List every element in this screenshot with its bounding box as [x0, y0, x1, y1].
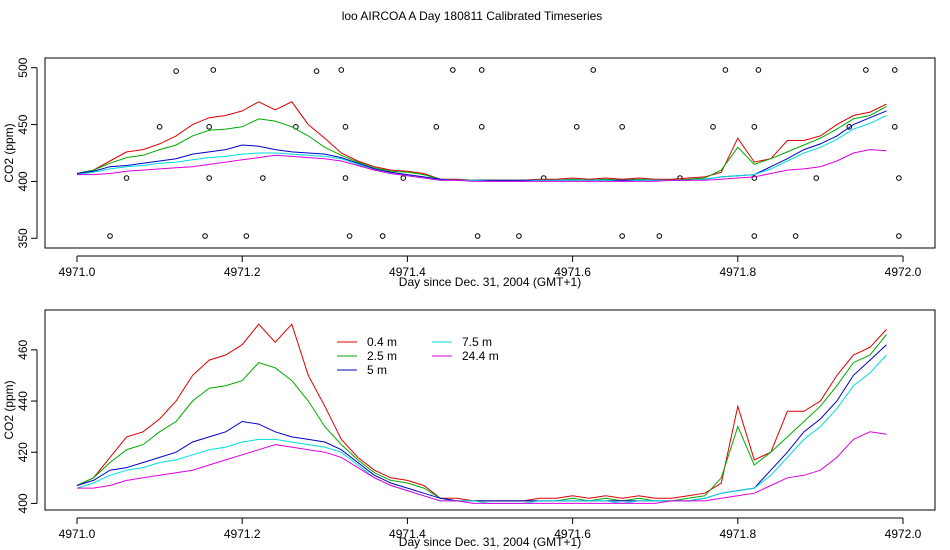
figure-title: loo AIRCOA A Day 180811 Calibrated Times… [342, 9, 603, 23]
calibration-marker [206, 124, 212, 130]
panel-bottom: 4971.0 4971.2 4971.4 4971.6 4971.8 4972.0 400… [2, 309, 936, 549]
calibration-marker [210, 67, 217, 73]
bottom-y-tick-label: 440 [16, 391, 30, 411]
panel-top: 4971.0 4971.2 4971.4 4971.6 4971.8 4972.0 350… [2, 57, 936, 289]
bottom-x-tick-label: 4971.4 [389, 527, 426, 541]
bottom-series-5m [76, 344, 887, 502]
plot-frame-top [44, 57, 936, 249]
top-x-tick-label: 4971.0 [59, 265, 96, 279]
calibration-marker [896, 175, 902, 181]
bottom-x-tick-label: 4971.8 [719, 527, 756, 541]
legend-label-2p5m: 2.5 m [367, 349, 397, 363]
calibration-marker [891, 67, 898, 73]
calibration-marker [474, 233, 481, 239]
bottom-series-7p5m [76, 354, 887, 504]
top-y-axis-label: CO2 (ppm) [2, 123, 16, 182]
calibration-marker [433, 124, 440, 130]
calibration-marker [813, 175, 820, 181]
calibration-marker [751, 233, 758, 239]
calibration-marker [619, 233, 625, 239]
calibration-marker [478, 67, 485, 73]
top-x-tick-label: 4971.6 [554, 265, 591, 279]
calibration-marker [891, 124, 898, 130]
calibration-marker [243, 233, 250, 239]
calibration-marker [400, 175, 407, 181]
calibration-marker [342, 175, 349, 181]
calibration-marker [379, 233, 386, 239]
calibration-marker [656, 233, 663, 239]
legend-label-7p5m: 7.5 m [462, 335, 492, 349]
calibration-marker [792, 233, 799, 239]
top-x-axis-label: Day since Dec. 31, 2004 (GMT+1) [399, 275, 581, 289]
calibration-marker [755, 67, 762, 73]
calibration-marker [710, 124, 716, 130]
calibration-marker [722, 67, 729, 73]
calibration-marker [863, 67, 869, 73]
top-x-tick-label: 4971.2 [224, 265, 261, 279]
bottom-y-tick-label: 420 [16, 442, 30, 462]
top-y-tick-label: 500 [16, 57, 30, 77]
bottom-series [76, 323, 887, 504]
bottom-x-tick-label: 4971.2 [224, 527, 261, 541]
bottom-y-axis-label: CO2 (ppm) [2, 380, 16, 439]
calibration-marker [156, 124, 163, 130]
legend: 0.4 m2.5 m5 m 7.5 m24.4 m [337, 335, 499, 377]
calibration-marker [123, 175, 130, 181]
bottom-y-tick-label: 400 [16, 493, 30, 513]
calibration-marker [338, 67, 345, 73]
bottom-series-24p4m [77, 431, 887, 504]
top-series [76, 101, 887, 182]
top-series-5m [76, 110, 887, 181]
calibration-marker [896, 233, 902, 239]
bottom-y-axis: 400 420 440 460 [16, 340, 38, 513]
top-y-tick-label: 400 [16, 171, 30, 191]
plot-frame-bottom [44, 309, 936, 511]
calibration-marker [619, 124, 625, 130]
top-x-axis: 4971.0 4971.2 4971.4 4971.6 4971.8 4972.0 [59, 255, 922, 279]
legend-label-24p4m: 24.4 m [462, 349, 499, 363]
calibration-marker [516, 233, 522, 239]
top-series-24p4m [77, 149, 887, 182]
top-series-0p4m [76, 101, 887, 181]
top-y-tick-label: 450 [16, 114, 30, 134]
calibration-marker [206, 175, 212, 181]
calibration-marker [478, 124, 485, 130]
calibration-marker [450, 67, 456, 73]
bottom-y-tick-label: 460 [16, 340, 30, 360]
calibration-marker [751, 124, 758, 130]
calibration-marker [342, 124, 349, 130]
calibration-marker [202, 233, 208, 239]
top-x-tick-label: 4971.8 [719, 265, 756, 279]
calibration-marker [173, 68, 179, 74]
top-x-tick-label: 4971.4 [389, 265, 426, 279]
bottom-x-axis: 4971.0 4971.2 4971.4 4971.6 4971.8 4972.0 [59, 517, 922, 541]
bottom-x-tick-label: 4971.6 [554, 527, 591, 541]
top-series-7p5m [76, 115, 887, 182]
calibration-marker [846, 124, 853, 130]
calibration-marker [573, 124, 580, 130]
top-y-axis: 350 400 450 500 [16, 57, 38, 248]
bottom-x-axis-label: Day since Dec. 31, 2004 (GMT+1) [399, 535, 581, 549]
calibration-marker [751, 175, 758, 181]
top-markers [107, 67, 902, 239]
bottom-x-tick-label: 4971.0 [59, 527, 96, 541]
top-x-tick-label: 4972.0 [885, 265, 922, 279]
legend-label-0p4m: 0.4 m [367, 335, 397, 349]
calibration-marker [313, 68, 320, 74]
calibration-marker [260, 175, 266, 181]
calibration-marker [346, 233, 353, 239]
calibration-marker [107, 233, 113, 239]
top-y-tick-label: 350 [16, 228, 30, 248]
calibration-marker [590, 67, 597, 73]
legend-label-5m: 5 m [367, 363, 387, 377]
bottom-x-tick-label: 4972.0 [885, 527, 922, 541]
